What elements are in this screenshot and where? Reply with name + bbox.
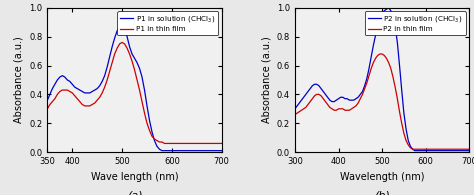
Line: P2 in solution (CHCl$_3$): P2 in solution (CHCl$_3$): [295, 8, 469, 151]
P2 in thin film: [360, 93, 365, 96]
P1 in solution (CHCl$_3$): [132, 57, 137, 59]
Text: (a): (a): [127, 190, 142, 195]
Line: P1 in solution (CHCl$_3$): P1 in solution (CHCl$_3$): [47, 25, 222, 151]
P1 in solution (CHCl$_3$): [137, 67, 142, 70]
Y-axis label: Absorbance (a.u.): Absorbance (a.u.): [261, 37, 271, 123]
Line: P1 in thin film: P1 in thin film: [47, 43, 222, 144]
P1 in thin film: [124, 47, 130, 49]
P1 in solution (CHCl$_3$): [152, 139, 157, 142]
P2 in solution (CHCl$_3$): [292, 108, 298, 110]
P1 in solution (CHCl$_3$): [119, 24, 125, 26]
P2 in solution (CHCl$_3$): [360, 90, 365, 93]
P2 in thin film: [382, 54, 387, 57]
P2 in solution (CHCl$_3$): [382, 10, 387, 12]
P1 in thin film: [132, 69, 137, 71]
P1 in thin film: [47, 103, 53, 106]
P2 in thin film: [377, 53, 383, 55]
P2 in thin film: [349, 108, 355, 110]
P2 in solution (CHCl$_3$): [386, 7, 392, 9]
P1 in thin film: [162, 142, 167, 145]
P1 in thin film: [219, 142, 225, 145]
P2 in thin film: [368, 67, 374, 70]
Legend: P2 in solution (CHCl$_3$), P2 in thin film: P2 in solution (CHCl$_3$), P2 in thin fi…: [365, 12, 465, 35]
P1 in solution (CHCl$_3$): [94, 87, 100, 90]
P2 in solution (CHCl$_3$): [368, 56, 374, 58]
P1 in solution (CHCl$_3$): [159, 150, 165, 152]
P2 in thin film: [292, 113, 298, 116]
P1 in solution (CHCl$_3$): [47, 93, 53, 96]
Legend: P1 in solution (CHCl$_3$), P1 in thin film: P1 in solution (CHCl$_3$), P1 in thin fi…: [117, 12, 218, 35]
Y-axis label: Absorbance (a.u.): Absorbance (a.u.): [14, 37, 24, 123]
P1 in thin film: [137, 89, 142, 91]
P2 in solution (CHCl$_3$): [412, 150, 418, 152]
X-axis label: Wave length (nm): Wave length (nm): [91, 172, 178, 182]
P1 in solution (CHCl$_3$): [219, 150, 225, 152]
P1 in solution (CHCl$_3$): [45, 99, 50, 101]
X-axis label: Wavelength (nm): Wavelength (nm): [340, 172, 424, 182]
P2 in solution (CHCl$_3$): [466, 150, 472, 152]
P1 in thin film: [119, 41, 125, 44]
Line: P2 in thin film: P2 in thin film: [295, 54, 469, 149]
P2 in solution (CHCl$_3$): [379, 12, 385, 15]
P1 in thin film: [45, 108, 50, 110]
P1 in thin film: [94, 99, 100, 101]
P1 in thin film: [152, 138, 157, 140]
P2 in thin film: [466, 148, 472, 150]
P2 in solution (CHCl$_3$): [349, 99, 355, 101]
P2 in thin film: [410, 148, 415, 150]
P2 in solution (CHCl$_3$): [310, 85, 315, 87]
Text: (b): (b): [374, 190, 390, 195]
P2 in thin film: [310, 98, 315, 100]
P2 in thin film: [383, 57, 389, 59]
P1 in solution (CHCl$_3$): [124, 35, 130, 38]
